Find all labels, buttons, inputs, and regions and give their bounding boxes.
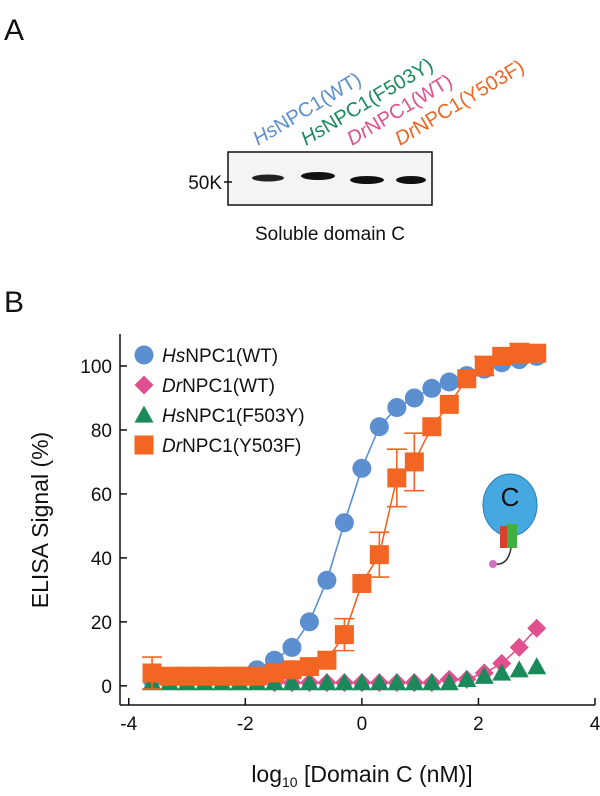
band bbox=[301, 172, 335, 180]
legend-marker bbox=[134, 375, 154, 395]
x-tick-label: 2 bbox=[473, 714, 484, 735]
point bbox=[282, 673, 302, 691]
point bbox=[474, 666, 494, 684]
point bbox=[299, 673, 319, 691]
y-tick-label: 20 bbox=[91, 613, 112, 634]
point bbox=[492, 663, 512, 681]
point bbox=[404, 673, 424, 691]
point bbox=[474, 356, 494, 376]
point bbox=[282, 660, 302, 680]
point bbox=[247, 666, 267, 686]
point bbox=[509, 343, 529, 363]
y-tick-label: 0 bbox=[101, 677, 112, 698]
legend-marker bbox=[134, 405, 154, 423]
size-marker: 50K bbox=[188, 173, 222, 194]
x-tick-label: -4 bbox=[120, 714, 137, 735]
tether bbox=[493, 547, 512, 565]
band bbox=[252, 174, 284, 182]
point bbox=[387, 468, 407, 488]
point bbox=[195, 666, 215, 686]
panel-label: A bbox=[4, 14, 24, 47]
x-axis-title-part: [Domain C (nM)] bbox=[298, 761, 473, 787]
point bbox=[334, 625, 354, 645]
point bbox=[422, 378, 442, 398]
point bbox=[439, 372, 459, 392]
point bbox=[282, 637, 302, 657]
point bbox=[352, 573, 372, 593]
point bbox=[492, 653, 512, 673]
point bbox=[404, 452, 424, 472]
tm-green bbox=[507, 524, 517, 548]
point bbox=[509, 637, 529, 657]
point bbox=[352, 673, 372, 691]
x-tick-label: 4 bbox=[590, 714, 600, 735]
point bbox=[439, 394, 459, 414]
point bbox=[229, 666, 249, 686]
blot-caption: Soluble domain C bbox=[255, 224, 405, 245]
point bbox=[317, 673, 337, 691]
point bbox=[457, 669, 477, 688]
point bbox=[264, 663, 284, 683]
legend-marker bbox=[134, 345, 154, 365]
x-tick-label: 0 bbox=[357, 714, 368, 735]
point bbox=[334, 513, 354, 533]
x-axis-title-part: log bbox=[251, 761, 282, 787]
y-axis-title: ELISA Signal (%) bbox=[27, 432, 53, 608]
y-tick-label: 100 bbox=[80, 357, 112, 378]
point bbox=[317, 650, 337, 670]
point bbox=[142, 663, 162, 683]
point bbox=[352, 458, 372, 478]
point bbox=[299, 612, 319, 632]
point bbox=[212, 666, 232, 686]
lane-labels: HsNPC1(WT)HsNPC1(F503Y)DrNPC1(WT)DrNPC1(… bbox=[249, 54, 528, 150]
band bbox=[350, 176, 384, 184]
y-tick-label: 80 bbox=[91, 421, 112, 442]
y-tick-label: 40 bbox=[91, 549, 112, 570]
point bbox=[457, 369, 477, 389]
panel-label: B bbox=[4, 286, 24, 319]
point bbox=[334, 673, 354, 691]
point bbox=[369, 417, 389, 437]
point bbox=[369, 545, 389, 565]
band bbox=[396, 176, 426, 184]
point bbox=[299, 657, 319, 677]
point bbox=[160, 666, 180, 686]
point bbox=[369, 673, 389, 691]
legend-label: HsNPC1(WT) bbox=[162, 346, 278, 367]
point bbox=[439, 673, 459, 691]
legend-label: HsNPC1(F503Y) bbox=[162, 406, 305, 427]
point bbox=[317, 570, 337, 590]
plot: 0 20 40 60 80 100 -4 -2 0 2 4 ELISA Signal (%) log10… bbox=[27, 334, 600, 790]
point bbox=[387, 673, 407, 691]
tm-red bbox=[500, 526, 508, 548]
domain-icon: C bbox=[482, 473, 538, 568]
point bbox=[492, 346, 512, 366]
x-axis-title: log10 [Domain C (nM)] bbox=[251, 761, 472, 790]
point bbox=[527, 618, 547, 638]
legend-label: DrNPC1(Y503F) bbox=[162, 436, 301, 457]
point bbox=[527, 657, 547, 675]
legend-marker bbox=[134, 435, 154, 455]
point bbox=[404, 388, 424, 408]
point bbox=[527, 343, 547, 363]
blot: 50K Soluble domain C bbox=[188, 151, 433, 245]
point bbox=[509, 660, 529, 678]
anchor-dot bbox=[489, 560, 497, 568]
x-tick-label: -2 bbox=[237, 714, 254, 735]
y-tick-label: 60 bbox=[91, 485, 112, 506]
point bbox=[177, 666, 197, 686]
point bbox=[387, 398, 407, 418]
point bbox=[422, 417, 442, 437]
domain-label: C bbox=[501, 482, 520, 512]
point bbox=[422, 673, 442, 691]
x-axis-title-part: 10 bbox=[282, 774, 298, 790]
legend-label: DrNPC1(WT) bbox=[162, 376, 275, 397]
